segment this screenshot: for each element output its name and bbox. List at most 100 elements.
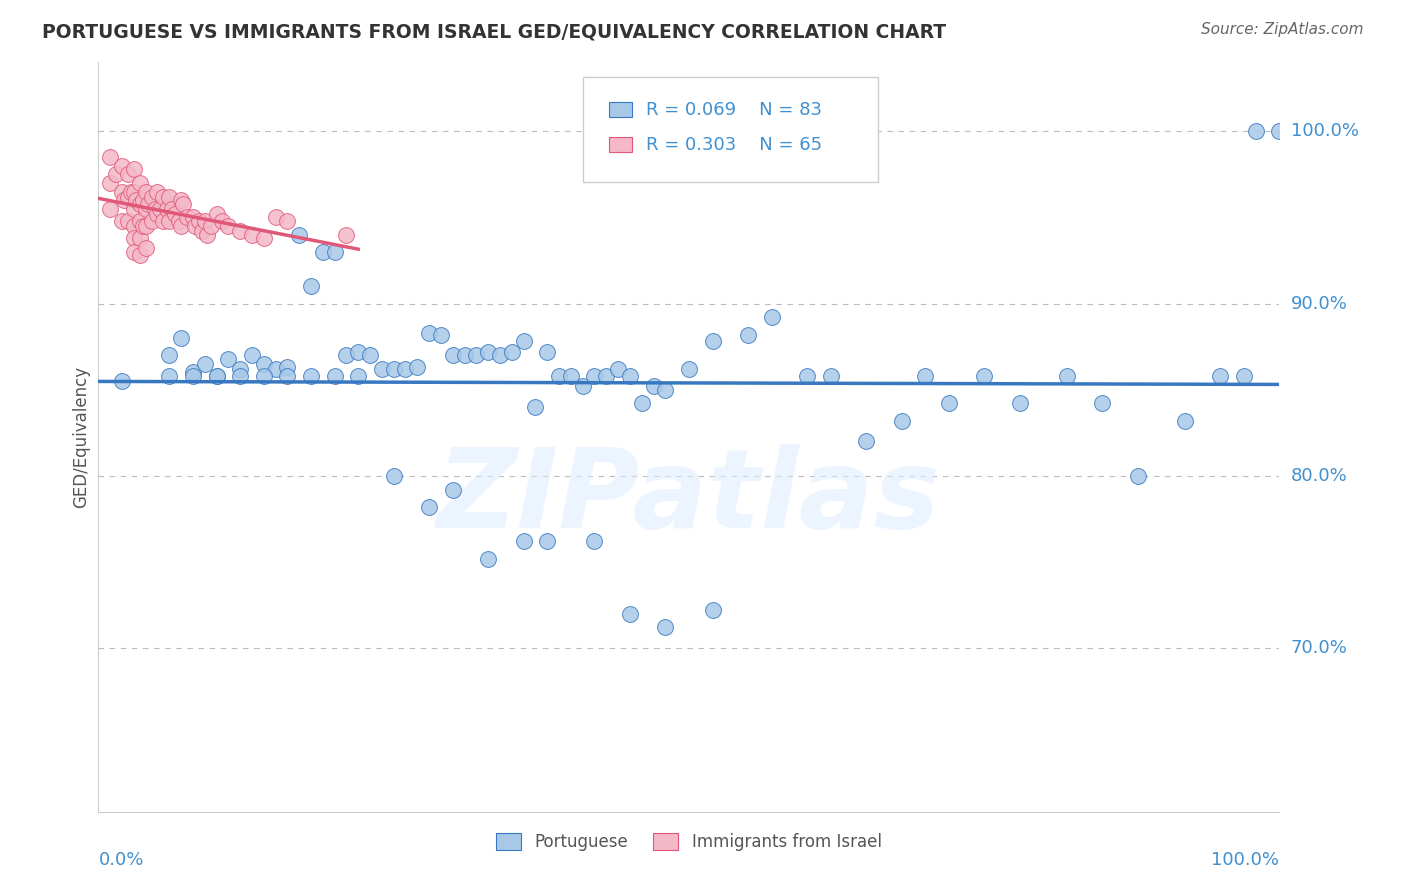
Point [111,374,134,388]
Point [152,214,174,228]
Point [128,176,150,190]
Point [914,368,936,383]
Point [194,357,217,371]
Point [122,244,145,259]
Point [323,368,346,383]
Point [141,190,163,204]
Point [253,231,276,245]
Point [501,344,523,359]
Point [111,214,134,228]
Point [122,219,145,233]
Point [132,219,155,233]
Point [128,248,150,262]
Point [820,368,842,383]
Point [128,196,150,211]
Point [264,211,287,225]
Point [136,196,159,211]
Point [122,162,145,177]
Point [172,196,194,211]
Point [619,607,641,621]
Point [194,214,217,228]
Point [418,326,440,340]
Point [323,244,346,259]
Point [394,362,416,376]
Point [105,168,128,182]
Point [253,368,276,383]
Point [205,368,228,383]
Point [512,334,534,349]
Point [98,150,121,164]
Point [135,242,157,256]
Point [571,379,593,393]
Point [121,185,143,199]
Point [359,348,381,362]
Point [654,620,676,634]
Text: 80.0%: 80.0% [1291,467,1347,485]
Point [132,193,155,207]
Point [595,368,617,383]
Point [135,202,157,216]
Point [240,348,263,362]
Point [181,368,204,383]
Point [205,368,228,383]
Point [583,368,606,383]
Point [217,219,239,233]
Point [560,368,582,383]
Text: PORTUGUESE VS IMMIGRANTS FROM ISRAEL GED/EQUIVALENCY CORRELATION CHART: PORTUGUESE VS IMMIGRANTS FROM ISRAEL GED… [42,22,946,41]
Point [536,344,558,359]
Point [184,219,207,233]
Point [973,368,995,383]
Point [654,383,676,397]
Point [167,214,190,228]
Point [938,396,960,410]
Bar [609,103,633,117]
Point [761,310,783,325]
Point [737,327,759,342]
Text: R = 0.303    N = 65: R = 0.303 N = 65 [647,136,823,153]
Point [170,219,193,233]
Point [157,190,180,204]
Text: Source: ZipAtlas.com: Source: ZipAtlas.com [1201,22,1364,37]
Point [111,159,134,173]
Point [1268,124,1291,138]
Point [141,214,163,228]
Text: ZIPatlas: ZIPatlas [437,443,941,550]
Text: R = 0.069    N = 83: R = 0.069 N = 83 [647,101,823,119]
Point [855,434,877,449]
Point [195,227,218,242]
Point [117,190,139,204]
Point [176,211,198,225]
Point [643,379,665,393]
Point [146,185,169,199]
Point [796,368,818,383]
Point [430,327,453,342]
Point [217,351,239,366]
Point [1008,396,1031,410]
Point [187,214,209,228]
Point [536,534,558,549]
Point [276,214,298,228]
Point [200,219,222,233]
Bar [609,137,633,153]
Y-axis label: GED/Equivalency: GED/Equivalency [72,366,90,508]
Point [347,344,370,359]
Point [312,244,335,259]
Point [1244,124,1267,138]
Point [157,214,180,228]
Point [143,202,166,216]
Point [156,202,179,216]
Point [135,219,157,233]
Point [477,551,499,566]
Point [347,368,370,383]
Point [128,231,150,245]
Point [170,331,193,345]
Point [299,368,322,383]
Point [607,362,630,376]
Point [160,202,183,216]
Point [117,168,139,182]
Text: 100.0%: 100.0% [1212,851,1279,869]
Point [630,396,652,410]
Text: 90.0%: 90.0% [1291,294,1347,312]
Point [152,190,174,204]
Point [98,176,121,190]
